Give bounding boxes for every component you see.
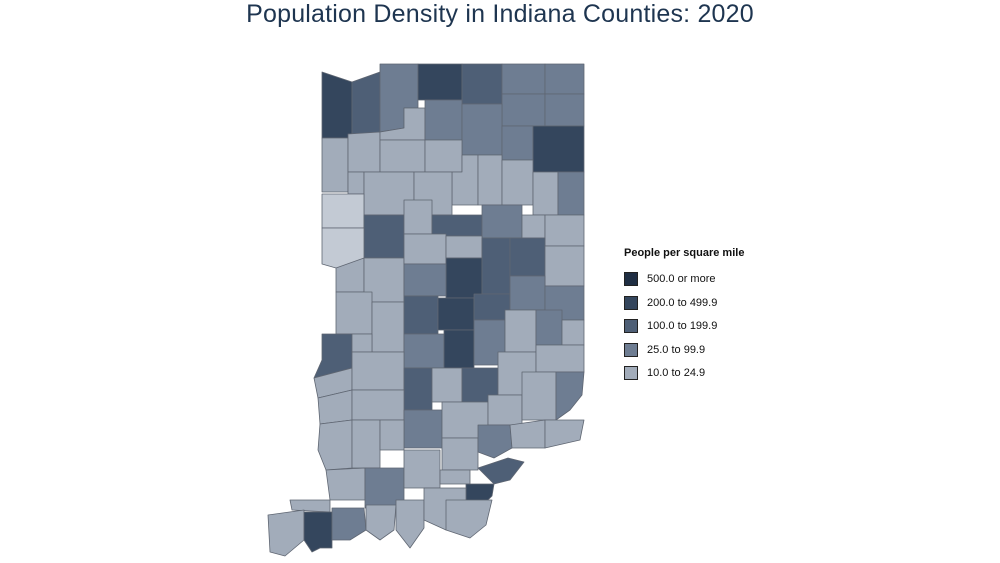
county	[509, 275, 546, 311]
map-title: Population Density in Indiana Counties: …	[246, 0, 754, 28]
county	[445, 499, 493, 539]
county	[461, 63, 503, 105]
legend-label: 25.0 to 99.9	[647, 343, 706, 356]
county	[351, 419, 381, 469]
legend-label: 100.0 to 199.9	[647, 320, 718, 332]
county	[267, 509, 305, 557]
county	[535, 309, 563, 346]
county	[532, 125, 585, 173]
county	[289, 499, 331, 513]
county	[351, 389, 405, 421]
county	[363, 214, 405, 259]
county	[477, 457, 525, 485]
legend-item: 100.0 to 199.9	[624, 318, 784, 334]
county	[544, 93, 585, 127]
county	[403, 199, 433, 235]
legend-swatch	[624, 342, 638, 357]
county	[501, 93, 546, 127]
county	[557, 171, 585, 216]
county	[403, 295, 439, 335]
county	[325, 467, 366, 501]
county	[335, 291, 373, 335]
legend-items: 500.0 or more 200.0 to 499.9 100.0 to 199.…	[624, 271, 784, 381]
county	[544, 63, 585, 95]
county	[481, 204, 523, 239]
county	[403, 263, 447, 297]
legend: People per square mile 500.0 or more 200.…	[624, 247, 784, 389]
legend-label: 10.0 to 24.9	[647, 367, 706, 379]
county	[521, 371, 557, 421]
county	[477, 154, 503, 206]
county	[544, 245, 585, 287]
county-layer	[267, 63, 585, 557]
county	[477, 424, 513, 459]
county	[417, 63, 463, 101]
county	[481, 237, 511, 295]
county	[347, 131, 381, 173]
county	[321, 71, 353, 139]
county	[509, 419, 546, 449]
county	[487, 394, 523, 426]
county	[544, 419, 585, 449]
county	[532, 171, 559, 216]
county	[521, 214, 546, 239]
county	[443, 329, 475, 369]
county	[535, 344, 585, 373]
county	[379, 139, 426, 173]
county	[403, 409, 443, 449]
county	[321, 193, 365, 229]
legend-swatch	[624, 366, 638, 380]
county	[437, 297, 475, 331]
county	[431, 367, 463, 403]
county	[424, 139, 463, 173]
legend-swatch	[624, 272, 638, 286]
legend-swatch	[624, 319, 638, 333]
county	[501, 159, 534, 206]
county	[544, 214, 585, 247]
county	[445, 235, 483, 259]
county	[441, 437, 479, 471]
county	[351, 333, 373, 353]
county	[555, 371, 585, 421]
county	[504, 309, 537, 353]
county	[424, 99, 463, 141]
county	[431, 214, 483, 237]
legend-label: 200.0 to 499.9	[647, 296, 718, 309]
county	[403, 367, 433, 411]
legend-title: People per square mile	[624, 247, 745, 259]
county	[321, 137, 349, 193]
county	[331, 507, 367, 541]
county	[403, 449, 441, 489]
county	[365, 504, 397, 541]
county	[501, 125, 534, 161]
county	[379, 419, 405, 451]
county	[347, 171, 365, 195]
legend-item: 500.0 or more	[624, 271, 784, 287]
county	[461, 103, 503, 156]
legend-label: 500.0 or more	[647, 273, 716, 285]
county	[403, 233, 447, 265]
county	[303, 511, 333, 553]
legend-item: 25.0 to 99.9	[624, 342, 784, 358]
county	[351, 351, 405, 391]
county	[351, 71, 381, 139]
county	[439, 469, 471, 485]
county	[509, 237, 546, 277]
county	[403, 333, 445, 369]
county	[371, 301, 405, 353]
legend-item: 200.0 to 499.9	[624, 295, 784, 311]
legend-swatch	[624, 295, 638, 310]
legend-item: 10.0 to 24.9	[624, 365, 784, 381]
county	[317, 419, 353, 471]
county	[501, 63, 546, 95]
county	[445, 257, 483, 299]
county	[561, 319, 585, 346]
county	[395, 499, 425, 549]
